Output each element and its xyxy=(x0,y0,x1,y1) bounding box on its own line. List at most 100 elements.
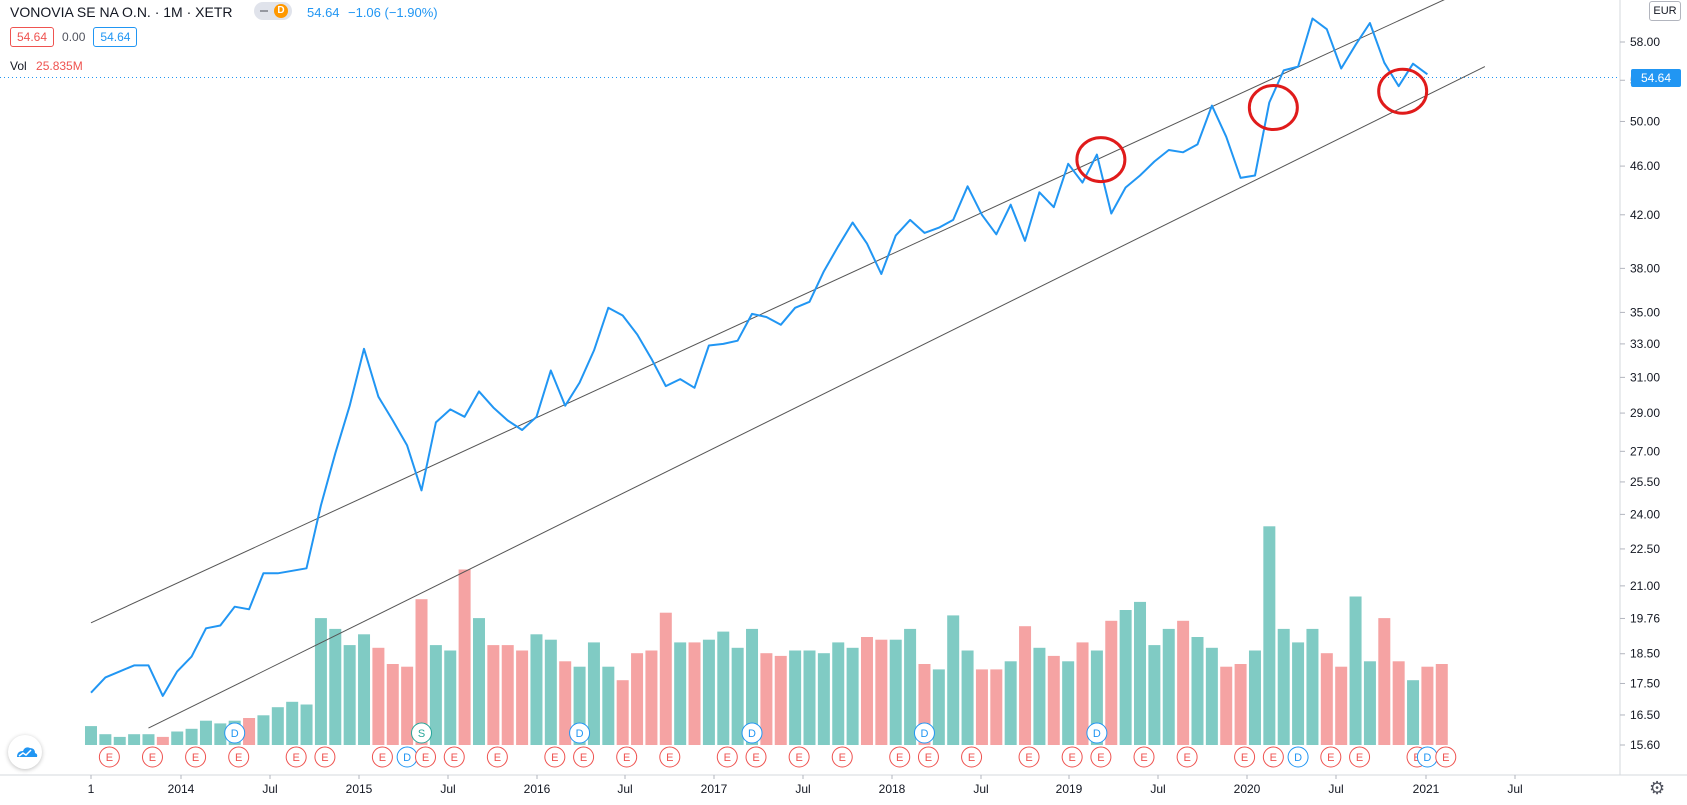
marker-circle xyxy=(544,746,566,768)
marker-circle xyxy=(741,722,763,744)
earnings-marker[interactable]: E xyxy=(616,746,638,768)
earnings-marker[interactable]: E xyxy=(659,746,681,768)
highlight-circle[interactable] xyxy=(1075,136,1127,184)
earnings-marker[interactable]: E xyxy=(228,746,250,768)
earnings-marker[interactable]: E xyxy=(1133,746,1155,768)
volume-bar xyxy=(1119,610,1132,745)
price-axis-label: 15.60 xyxy=(1630,738,1660,752)
earnings-marker[interactable]: E xyxy=(486,746,508,768)
dividend-marker[interactable]: D xyxy=(396,746,418,768)
earnings-marker[interactable]: E xyxy=(285,746,307,768)
dividend-marker[interactable]: D xyxy=(913,722,935,744)
earnings-marker[interactable]: E xyxy=(1018,746,1040,768)
marker-circle xyxy=(1262,746,1284,768)
data-status-pill[interactable]: D xyxy=(254,2,292,20)
volume-bar xyxy=(587,642,600,745)
price-axis-label: 29.00 xyxy=(1630,406,1660,420)
earnings-marker[interactable]: E xyxy=(443,746,465,768)
symbol-title[interactable]: VONOVIA SE NA O.N. · 1M · XETR xyxy=(10,4,233,20)
volume-bar xyxy=(688,642,701,745)
marker-circle xyxy=(1086,722,1108,744)
marker-circle xyxy=(1176,746,1198,768)
earnings-marker[interactable]: E xyxy=(831,746,853,768)
price-axis-label: 38.00 xyxy=(1630,261,1660,275)
dividend-marker[interactable]: D xyxy=(741,722,763,744)
marker-circle xyxy=(1133,746,1155,768)
earnings-marker[interactable]: E xyxy=(961,746,983,768)
volume-bar xyxy=(1435,664,1448,745)
earnings-marker[interactable]: E xyxy=(917,746,939,768)
price-axis-label: 33.00 xyxy=(1630,337,1660,351)
gear-icon[interactable]: ⚙ xyxy=(1649,778,1666,798)
highlight-circle[interactable] xyxy=(1377,67,1429,115)
earnings-marker[interactable]: E xyxy=(1262,746,1284,768)
dividend-marker[interactable]: D xyxy=(1416,746,1438,768)
volume-bar xyxy=(1205,647,1218,745)
volume-bar xyxy=(1033,647,1046,745)
earnings-marker[interactable]: E xyxy=(745,746,767,768)
marker-letter: E xyxy=(1097,752,1104,764)
earnings-marker[interactable]: E xyxy=(544,746,566,768)
earnings-marker[interactable]: E xyxy=(1234,746,1256,768)
tradingview-cloud-icon[interactable] xyxy=(8,735,42,769)
marker-circle xyxy=(1090,746,1112,768)
earnings-marker[interactable]: E xyxy=(1349,746,1371,768)
volume-bar xyxy=(1320,653,1333,745)
sell-price-button[interactable]: 54.64 xyxy=(10,27,55,47)
volume-bar xyxy=(343,645,356,745)
earnings-marker[interactable]: E xyxy=(314,746,336,768)
earnings-marker[interactable]: E xyxy=(1176,746,1198,768)
marker-letter: E xyxy=(1241,752,1248,764)
channel-trendline[interactable] xyxy=(148,66,1486,729)
volume-bar xyxy=(990,669,1003,745)
earnings-marker[interactable]: E xyxy=(573,746,595,768)
volume-bar xyxy=(1392,661,1405,745)
volume-bar xyxy=(1105,620,1118,745)
dividend-marker[interactable]: D xyxy=(569,722,591,744)
price-axis-label: 27.00 xyxy=(1630,444,1660,458)
earnings-marker[interactable]: E xyxy=(1090,746,1112,768)
price-line[interactable] xyxy=(90,17,1428,697)
earnings-marker[interactable]: E xyxy=(371,746,393,768)
marker-letter: E xyxy=(1327,752,1334,764)
volume-bar xyxy=(1090,650,1103,745)
time-axis-label: 2021 xyxy=(1413,782,1440,796)
volume-legend[interactable]: Vol 25.835M xyxy=(10,59,83,73)
earnings-marker[interactable]: E xyxy=(889,746,911,768)
channel-trendline[interactable] xyxy=(90,0,1485,624)
dividend-marker[interactable]: D xyxy=(224,722,246,744)
earnings-marker[interactable]: E xyxy=(1061,746,1083,768)
earnings-marker[interactable]: E xyxy=(185,746,207,768)
volume-bar xyxy=(487,645,500,745)
time-axis-label: Jul xyxy=(1507,782,1522,796)
marker-circle xyxy=(486,746,508,768)
marker-letter: E xyxy=(839,752,846,764)
time-axis-label: 2018 xyxy=(879,782,906,796)
dividend-marker[interactable]: D xyxy=(1086,722,1108,744)
currency-button[interactable]: EUR xyxy=(1649,1,1681,21)
volume-bar xyxy=(243,718,256,745)
earnings-marker[interactable]: E xyxy=(788,746,810,768)
marker-circle xyxy=(961,746,983,768)
split-marker[interactable]: S xyxy=(411,722,433,744)
earnings-marker[interactable]: E xyxy=(1435,746,1457,768)
dividend-marker[interactable]: D xyxy=(1287,746,1309,768)
highlight-circle[interactable] xyxy=(1247,84,1299,132)
price-axis-labels: 58.0054.0050.0046.0042.0038.0035.0033.00… xyxy=(1620,35,1660,752)
marker-letter: E xyxy=(752,752,759,764)
marker-circle xyxy=(745,746,767,768)
marker-circle xyxy=(415,746,437,768)
price-axis-label: 24.00 xyxy=(1630,507,1660,521)
earnings-marker[interactable]: E xyxy=(716,746,738,768)
volume-bar xyxy=(932,669,945,745)
marker-circle xyxy=(831,746,853,768)
buy-price-button[interactable]: 54.64 xyxy=(93,27,138,47)
volume-bar xyxy=(961,650,974,745)
earnings-marker[interactable]: E xyxy=(1320,746,1342,768)
earnings-marker[interactable]: E xyxy=(415,746,437,768)
earnings-marker[interactable]: E xyxy=(98,746,120,768)
earnings-marker[interactable]: E xyxy=(141,746,163,768)
volume-bar xyxy=(1335,666,1348,745)
marker-circle xyxy=(1287,746,1309,768)
